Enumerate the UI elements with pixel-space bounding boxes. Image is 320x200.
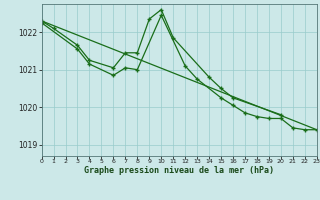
X-axis label: Graphe pression niveau de la mer (hPa): Graphe pression niveau de la mer (hPa) xyxy=(84,166,274,175)
